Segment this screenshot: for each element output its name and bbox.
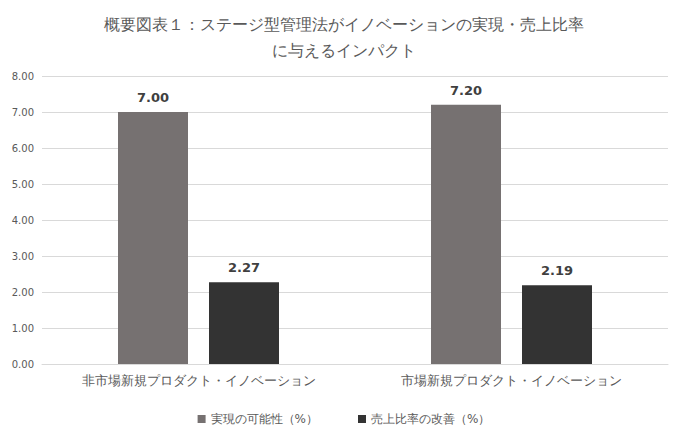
svg-text:5.00: 5.00 (12, 179, 34, 190)
svg-text:2.00: 2.00 (12, 287, 34, 298)
svg-text:7.20: 7.20 (450, 83, 482, 98)
svg-text:2.27: 2.27 (228, 260, 260, 275)
svg-text:7.00: 7.00 (137, 90, 169, 105)
svg-text:市場新規プロダクト・イノベーション: 市場新規プロダクト・イノベーション (401, 373, 622, 388)
svg-text:売上比率の改善（%）: 売上比率の改善（%） (371, 412, 490, 426)
svg-text:4.00: 4.00 (12, 215, 34, 226)
svg-text:1.00: 1.00 (12, 323, 34, 334)
svg-text:概要図表１：ステージ型管理法がイノベーションの実現・売上比率: 概要図表１：ステージ型管理法がイノベーションの実現・売上比率 (104, 15, 584, 34)
svg-text:0.00: 0.00 (12, 359, 34, 370)
svg-text:3.00: 3.00 (12, 251, 34, 262)
svg-text:に与えるインパクト: に与えるインパクト (272, 41, 416, 60)
svg-text:6.00: 6.00 (12, 143, 34, 154)
svg-text:8.00: 8.00 (12, 71, 34, 82)
svg-text:非市場新規プロダクト・イノベーション: 非市場新規プロダクト・イノベーション (82, 373, 316, 388)
svg-text:実現の可能性（%）: 実現の可能性（%） (211, 412, 318, 426)
svg-text:2.19: 2.19 (541, 263, 573, 278)
svg-text:7.00: 7.00 (12, 107, 34, 118)
